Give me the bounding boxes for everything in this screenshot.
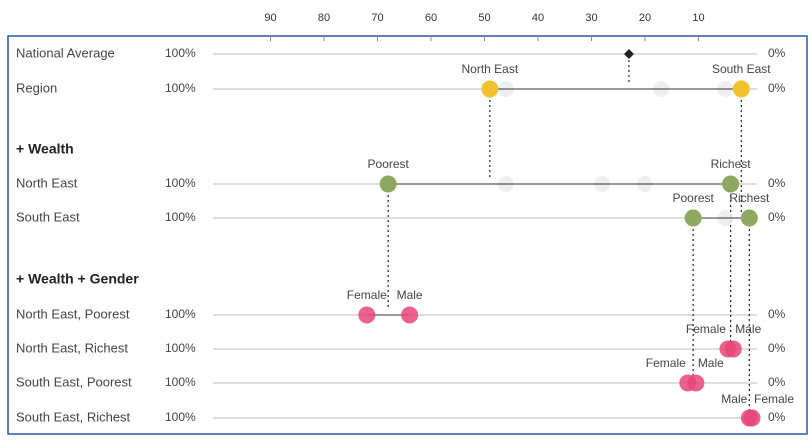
row-left-pct-national: 100% [165,46,196,60]
point-label-region-north-east: North East [461,62,518,76]
national-average-marker [624,49,634,59]
point-label-nep-male: Male [397,288,423,302]
point-nep-female [358,306,376,324]
point-ser-female [743,409,761,427]
point-nep-male [401,306,419,324]
x-axis: 90 80 70 60 50 40 30 20 10 [264,12,705,41]
point-label-ser-female: Female [754,392,794,406]
point-label-sep-male: Male [698,356,724,370]
row-label-national: National Average [16,45,115,60]
row-right-pct-se: 0% [768,210,786,224]
row-label-ne: North East [16,175,78,190]
row-right-pct-ne: 0% [768,176,786,190]
point-label-ner-male: Male [735,322,761,336]
row-right-pct-sep: 0% [768,375,786,389]
row-left-pct-ner: 100% [165,341,196,355]
x-tick-label-60: 60 [425,12,437,24]
point-label-region-south-east: South East [712,62,771,76]
group-title-wealth-gender: + Wealth + Gender [16,271,139,287]
row-left-pct-ser: 100% [165,410,196,424]
row-label-ser: South East, Richest [16,409,131,424]
group-title-wealth: + Wealth [16,141,74,157]
row-left-pct-se: 100% [165,210,196,224]
row-left-pct-sep: 100% [165,375,196,389]
point-ne-richest [722,175,740,193]
row-left-pct-ne: 100% [165,176,196,190]
point-ne-poorest [379,175,397,193]
data-points [358,49,761,427]
plot-frame [7,35,808,435]
point-region-north-east [481,80,499,98]
x-tick-label-40: 40 [532,12,544,24]
row-label-region: Region [16,80,57,95]
point-ner-male [724,340,742,358]
row-right-pct-nep: 0% [768,307,786,321]
row-label-nep: North East, Poorest [16,306,130,321]
row-left-pct-region: 100% [165,81,196,95]
point-label-ner-female: Female [686,322,726,336]
point-label-se-richest: Richest [729,191,770,205]
x-tick-label-70: 70 [371,12,383,24]
row-left-pct-nep: 100% [165,307,196,321]
x-tick-label-50: 50 [478,12,490,24]
row-right-pct-ner: 0% [768,341,786,355]
point-label-ne-poorest: Poorest [368,157,410,171]
point-label-nep-female: Female [347,288,387,302]
point-sep-male [687,374,705,392]
x-tick-label-10: 10 [692,12,704,24]
point-label-se-poorest: Poorest [672,191,714,205]
point-label-sep-female: Female [646,356,686,370]
row-label-ner: North East, Richest [16,340,128,355]
x-tick-label-30: 30 [585,12,597,24]
point-se-richest [740,209,758,227]
x-tick-label-80: 80 [318,12,330,24]
labels: + Wealth + Wealth + Gender National Averag… [16,45,794,424]
connectors [387,60,750,412]
point-se-poorest [684,209,702,227]
point-label-ser-male: Male [721,392,747,406]
row-label-se: South East [16,209,80,224]
x-tick-label-20: 20 [639,12,651,24]
x-tick-label-90: 90 [264,12,276,24]
point-region-south-east [732,80,750,98]
row-label-sep: South East, Poorest [16,374,132,389]
row-right-pct-national: 0% [768,46,786,60]
point-label-ne-richest: Richest [711,157,752,171]
row-right-pct-region: 0% [768,81,786,95]
row-right-pct-ser: 0% [768,410,786,424]
range-lines [366,88,752,419]
